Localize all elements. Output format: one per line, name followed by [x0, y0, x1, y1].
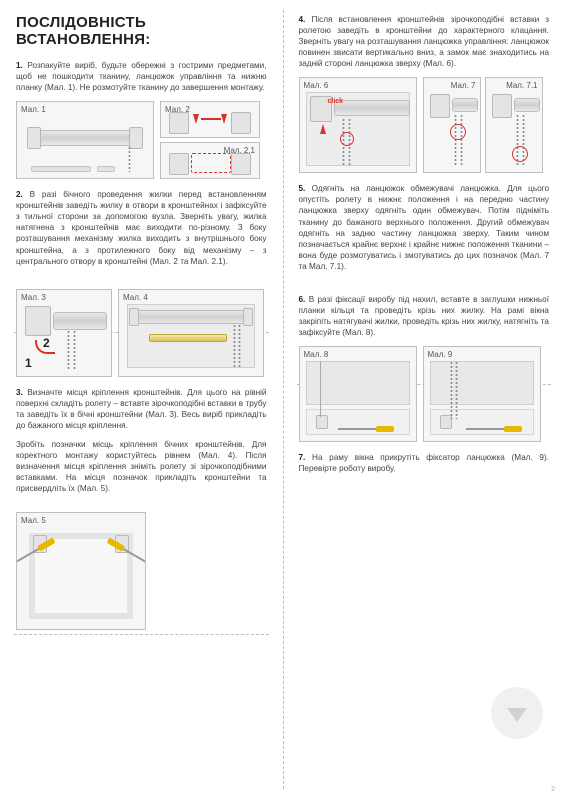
- click-label: click: [328, 98, 344, 105]
- figure-3: Мал. 3 1 2: [16, 289, 112, 377]
- fig-row-3: Мал. 5: [16, 512, 267, 630]
- fig-row-2: Мал. 3 1 2 Мал. 4: [16, 289, 267, 377]
- step-7-body: На раму вікна прикрутіть фіксатор ланцюж…: [299, 453, 549, 473]
- step-3a-text: 3. Визначте місця кріплення кронштейнів.…: [16, 387, 267, 431]
- page: ПОСЛІДОВНІСТЬ ВСТАНОВЛЕННЯ: 1. Розпакуйт…: [0, 0, 565, 799]
- figure-8: Мал. 8: [299, 346, 417, 442]
- figure-1: Мал. 1: [16, 101, 154, 179]
- step-3a-body: Визначте місця кріплення кронштейнів. Дл…: [16, 388, 267, 430]
- figure-6-label: Мал. 6: [304, 81, 329, 90]
- figure-6: Мал. 6 click: [299, 77, 417, 173]
- step-6-text: 6. В разі фіксації виробу під нахил, вст…: [299, 294, 550, 338]
- figure-7-1-label: Мал. 7.1: [506, 81, 537, 90]
- step-6-body: В разі фіксації виробу під нахил, вставт…: [299, 295, 550, 337]
- step-1-body: Розпакуйте виріб, будьте обережні з гост…: [16, 61, 267, 92]
- step-1-text: 1. Розпакуйте виріб, будьте обережні з г…: [16, 60, 267, 93]
- page-title: ПОСЛІДОВНІСТЬ ВСТАНОВЛЕННЯ:: [16, 14, 267, 48]
- step-2-text: 2. В разі бічного проведення жилки перед…: [16, 189, 267, 266]
- page-number: 2: [551, 786, 555, 793]
- right-column: 4. Після встановлення кронштейнів зірочк…: [283, 0, 565, 799]
- figure-2-1: Мал. 2.1: [160, 142, 260, 179]
- figure-3-label: Мал. 3: [21, 293, 46, 302]
- figure-5: Мал. 5: [16, 512, 146, 630]
- left-column: ПОСЛІДОВНІСТЬ ВСТАНОВЛЕННЯ: 1. Розпакуйт…: [0, 0, 283, 799]
- figure-4-label: Мал. 4: [123, 293, 148, 302]
- figure-1-label: Мал. 1: [21, 105, 46, 114]
- figure-9-label: Мал. 9: [428, 350, 453, 359]
- step-3b-body: Зробіть позначки місць кріплення бічних …: [16, 440, 267, 493]
- step-3b-text: Зробіть позначки місць кріплення бічних …: [16, 439, 267, 494]
- figure-5-label: Мал. 5: [21, 516, 46, 525]
- figure-7: Мал. 7: [423, 77, 481, 173]
- step-5-body: Одягніть на ланцюжок обмежувачі ланцюжка…: [299, 184, 550, 270]
- figure-7-label: Мал. 7: [451, 81, 476, 90]
- figure-2-1-label: Мал. 2.1: [224, 146, 255, 155]
- fig-row-4: Мал. 6 click Мал. 7: [299, 77, 550, 173]
- step-5-text: 5. Одягніть на ланцюжок обмежувачі ланцю…: [299, 183, 550, 272]
- step-4-body: Після встановлення кронштейнів зірочкопо…: [299, 15, 550, 68]
- step-4-text: 4. Після встановлення кронштейнів зірочк…: [299, 14, 550, 69]
- figure-2: Мал. 2: [160, 101, 260, 138]
- figure-4: Мал. 4: [118, 289, 264, 377]
- watermark-icon: [491, 687, 543, 739]
- figure-2-label: Мал. 2: [165, 105, 190, 114]
- figure-8-label: Мал. 8: [304, 350, 329, 359]
- figure-7-1: Мал. 7.1: [485, 77, 543, 173]
- fig-row-1: Мал. 1 Мал. 2 Мал. 2.1: [16, 101, 267, 179]
- left-divider-2: [14, 634, 269, 635]
- step-2-body: В разі бічного проведення жилки перед вс…: [16, 190, 267, 265]
- figure-9: Мал. 9: [423, 346, 541, 442]
- step-7-text: 7. На раму вікна прикрутіть фіксатор лан…: [299, 452, 550, 474]
- fig-row-5: Мал. 8 Мал. 9: [299, 346, 550, 442]
